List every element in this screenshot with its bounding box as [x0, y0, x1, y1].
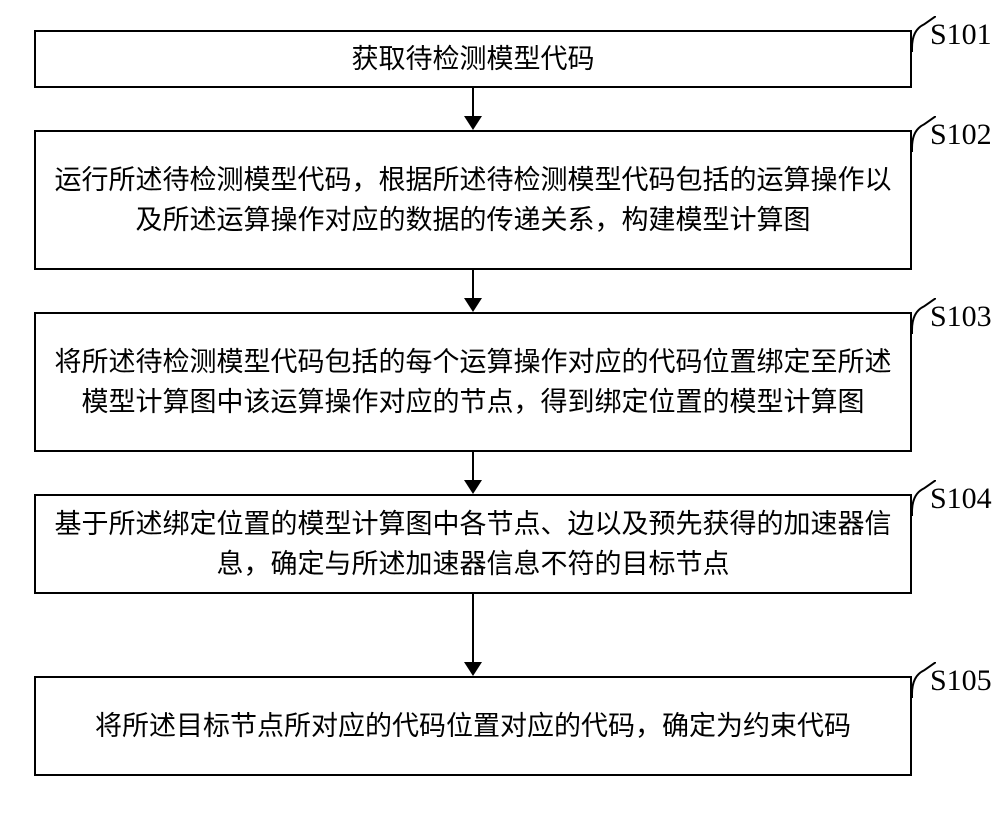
flow-step-s105: 将所述目标节点所对应的代码位置对应的代码，确定为约束代码: [34, 676, 912, 776]
flow-step-text: 将所述目标节点所对应的代码位置对应的代码，确定为约束代码: [95, 706, 851, 747]
flow-step-s103: 将所述待检测模型代码包括的每个运算操作对应的代码位置绑定至所述模型计算图中该运算…: [34, 312, 912, 452]
flow-step-s102: 运行所述待检测模型代码，根据所述待检测模型代码包括的运算操作以及所述运算操作对应…: [34, 130, 912, 270]
flow-arrow: [464, 270, 482, 312]
flow-step-text: 获取待检测模型代码: [352, 39, 595, 80]
step-label-s101: S101: [930, 18, 992, 52]
step-label-s104: S104: [930, 482, 992, 516]
flow-step-text: 将所述待检测模型代码包括的每个运算操作对应的代码位置绑定至所述模型计算图中该运算…: [52, 342, 894, 423]
flow-step-s104: 基于所述绑定位置的模型计算图中各节点、边以及预先获得的加速器信息，确定与所述加速…: [34, 494, 912, 594]
flow-step-s101: 获取待检测模型代码: [34, 30, 912, 88]
flow-arrow: [464, 594, 482, 676]
step-label-s103: S103: [930, 300, 992, 334]
flow-arrow: [464, 452, 482, 494]
flowchart-canvas: 获取待检测模型代码 S101 运行所述待检测模型代码，根据所述待检测模型代码包括…: [0, 0, 1000, 823]
step-label-s105: S105: [930, 664, 992, 698]
flow-step-text: 运行所述待检测模型代码，根据所述待检测模型代码包括的运算操作以及所述运算操作对应…: [52, 160, 894, 241]
flow-step-text: 基于所述绑定位置的模型计算图中各节点、边以及预先获得的加速器信息，确定与所述加速…: [52, 504, 894, 585]
step-label-s102: S102: [930, 118, 992, 152]
flow-arrow: [464, 88, 482, 130]
